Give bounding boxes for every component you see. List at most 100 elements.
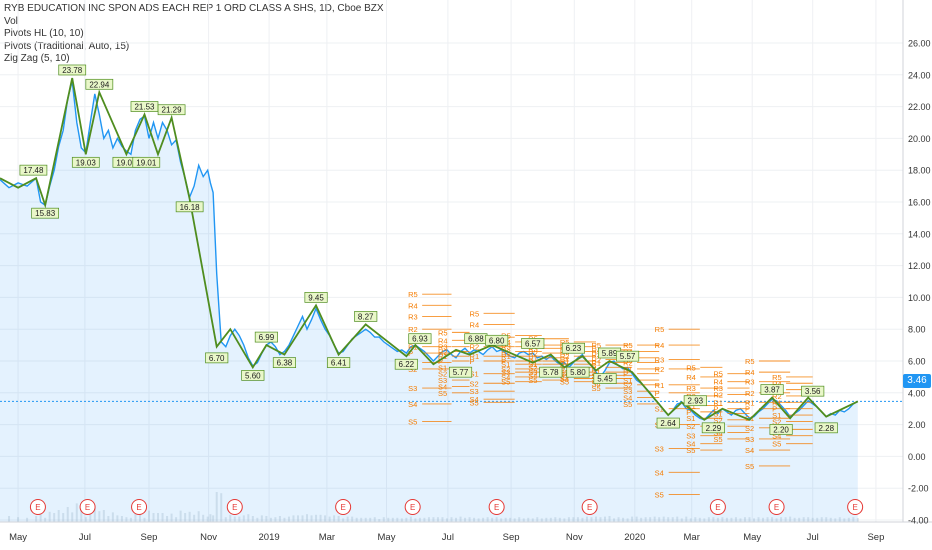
volume-bar [129, 517, 132, 522]
pivot-level-label: S5 [470, 398, 479, 407]
volume-bar [450, 517, 453, 522]
earnings-marker [226, 499, 243, 515]
pivot-level-label: S3 [623, 387, 632, 396]
legend-zigzag[interactable]: Zig Zag (5, 10) [4, 53, 70, 64]
volume-bar [26, 517, 29, 522]
volume-bar [847, 517, 850, 522]
pivot-label-text: 19.03 [76, 158, 97, 167]
volume-bar [202, 514, 205, 522]
volume-bar [107, 516, 110, 522]
pivot-level-label: S2 [560, 368, 569, 377]
volume-bar [396, 517, 399, 522]
pivot-label-text: 5.89 [602, 349, 618, 358]
pivot-level-label: S5 [655, 491, 664, 500]
pivot-level-label: S1 [713, 409, 722, 418]
pivot-level-label: P [623, 370, 628, 379]
pivot-label-box [683, 395, 707, 407]
pivot-label-text: 5.60 [245, 371, 261, 380]
legend-vol[interactable]: Vol [4, 15, 18, 27]
volume-bar [852, 517, 855, 522]
volume-bar [599, 517, 602, 522]
pivot-level-label: S4 [745, 446, 754, 455]
pivot-label-box [71, 156, 100, 168]
volume-bar [459, 516, 462, 522]
pivot-level-label: R4 [745, 368, 755, 377]
volume-bar [409, 516, 412, 522]
pivot-label-text: 6.41 [331, 359, 347, 368]
pivot-label-text: 21.53 [134, 103, 155, 112]
x-tick-label: Mar [684, 532, 700, 543]
pivot-level-label: S4 [655, 468, 664, 477]
pivot-level-label: S5 [623, 400, 632, 409]
pivot-level-label: S2 [745, 424, 754, 433]
volume-bar [762, 517, 765, 522]
pivot-level-label: R1 [655, 381, 665, 390]
volume-bar [716, 517, 719, 522]
volume-bar [274, 517, 277, 522]
volume-bar [816, 517, 819, 522]
volume-bar [789, 516, 792, 522]
pivot-level-label: P [686, 408, 691, 417]
volume-bar [170, 513, 173, 522]
volume-bar [269, 517, 272, 522]
legend-pivots-traditional[interactable]: Pivots (Traditional, Auto, 15) [4, 40, 130, 52]
volume-bar [545, 517, 548, 522]
pivot-label-box [769, 424, 793, 435]
x-tick-label: Sep [503, 532, 520, 543]
pivot-level-label: S4 [686, 440, 695, 449]
pivot-level-label: S2 [713, 416, 722, 425]
volume-bar [319, 514, 322, 522]
pivot-level-label: S5 [501, 378, 510, 387]
earnings-marker [29, 499, 46, 515]
legend-pivots-hl[interactable]: Pivots HL (10, 10) [4, 28, 84, 39]
pivot-label-text: 16.18 [180, 203, 201, 212]
pivot-level-label: P [470, 357, 475, 366]
earnings-marker [488, 499, 505, 515]
pivot-label: 22.94 [85, 78, 114, 90]
volume-bar [147, 510, 150, 522]
earnings-marker-text: E [35, 503, 40, 512]
pivot-label-box [408, 333, 432, 345]
pivot-level-label: R5 [655, 325, 665, 334]
pivot-level-label: S2 [772, 417, 781, 426]
pivot-level-label: R3 [745, 378, 755, 387]
pivot-level-label: P [655, 389, 660, 398]
volume-bar [558, 517, 561, 522]
pivot-label-text: 2.20 [773, 425, 789, 434]
pivot-level-label: R4 [438, 336, 448, 345]
volume-bar [590, 517, 593, 522]
volume-bar [212, 515, 215, 522]
y-tick-label: 8.00 [908, 325, 926, 335]
x-tick-label: 2019 [259, 532, 280, 543]
volume-bar [364, 517, 367, 522]
pivot-level-label: S4 [560, 374, 569, 383]
volume-bar [247, 514, 250, 522]
pivot-level-label: R5 [560, 338, 570, 347]
volume-bar [807, 517, 810, 522]
pivot-label-text: 19.02 [116, 158, 137, 167]
pivot-level-label: S2 [528, 363, 537, 372]
volume-bar [856, 518, 859, 522]
volume-bar [604, 516, 607, 522]
volume-bar [680, 518, 683, 522]
y-tick-label: 0.00 [908, 452, 926, 462]
volume-bar [351, 516, 354, 522]
pivot-label: 5.45 [593, 373, 617, 384]
y-tick-label: 2.00 [908, 420, 926, 430]
volume-bar [35, 516, 38, 522]
volume-bar [48, 511, 51, 522]
pivot-level-label: S3 [560, 371, 569, 380]
pivot-level-label: R5 [623, 341, 633, 350]
pivot-label-text: 6.93 [412, 335, 428, 344]
volume-bar [540, 518, 543, 522]
pivot-label-box [539, 366, 563, 378]
volume-bar [667, 517, 670, 522]
x-tick-label: Nov [566, 532, 583, 543]
pivot-level-label: R4 [470, 320, 480, 329]
volume-bar [703, 518, 706, 522]
volume-bar [567, 517, 570, 522]
pivot-label-text: 3.56 [805, 387, 821, 396]
pivot-label: 2.20 [769, 424, 793, 435]
pivot-label-box [448, 366, 473, 378]
